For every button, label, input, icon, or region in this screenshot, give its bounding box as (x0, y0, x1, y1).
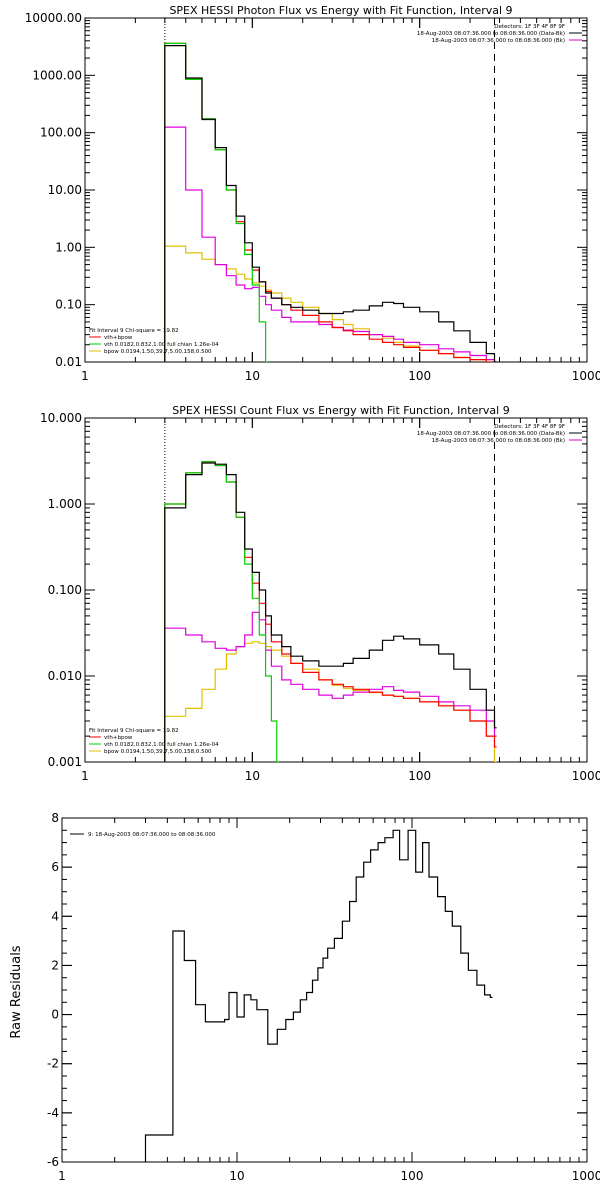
y-tick-label: 2 (51, 958, 59, 972)
residuals-panel: Raw Residuals 1 10 100 1000 -6 -4 -2 0 2 4 6 8 9: 18… (9, 811, 600, 1183)
y-tick-label: 100.00 (40, 126, 82, 140)
x-tick-label: 1000 (572, 769, 600, 783)
legend-bottom-left-text: bpow 0.0194,1.50,39.7,5.00,158,0.500 (104, 349, 212, 355)
legend-bottom-left-text: bpow 0.0194,1.50,39.7,5.00,158,0.500 (104, 749, 212, 755)
background-series-line (164, 611, 497, 762)
legend-top-left-text: 9: 18-Aug-2003 08:07:36.000 to 08:08:36.… (88, 832, 216, 838)
count-flux-title: SPEX HESSI Count Flux vs Energy with Fit… (172, 404, 509, 417)
data-series-line (164, 462, 497, 762)
plot-frame (84, 17, 588, 363)
y-tick-label: 10.000 (40, 411, 82, 425)
y-tick-label: -6 (47, 1155, 59, 1169)
x-tick-label: 10 (229, 1169, 244, 1183)
legend-bottom-left-text: vth 0.0182,0.832,1.00 full chian 1.26e-0… (104, 742, 219, 748)
y-tick-label: 1.000 (48, 497, 82, 511)
data-series-line (144, 829, 493, 1162)
plot-frame (84, 417, 588, 763)
legend-top-right-text: Detectors: 1F 3F 4F 8F 9F (494, 424, 565, 430)
y-tick-label: 10.00 (48, 183, 82, 197)
y-tick-label: 0.010 (48, 669, 82, 683)
y-tick-label: 1.00 (55, 240, 82, 254)
y-tick-label: 0.001 (48, 755, 82, 769)
x-tick-label: 10 (245, 769, 260, 783)
legend-top-right-text: 18-Aug-2003 08:07:36.000 to 08:08:36.000… (417, 31, 565, 37)
y-tick-label: 6 (51, 860, 59, 874)
legend-top-right-text: 18-Aug-2003 08:07:36.000 to 08:08:36.000… (432, 38, 565, 44)
y-tick-label: 8 (51, 811, 59, 825)
photon-flux-panel: SPEX HESSI Photon Flux vs Energy with Fi… (25, 4, 600, 383)
data-series-line (164, 45, 497, 362)
photon-flux-title: SPEX HESSI Photon Flux vs Energy with Fi… (169, 4, 512, 17)
vth-series-line (164, 42, 268, 362)
legend-top-right-text: 18-Aug-2003 08:07:36.000 to 08:08:36.000… (432, 438, 565, 444)
residuals-ylabel: Raw Residuals (9, 945, 24, 1038)
legend-bottom-left-text: vth+bpow (104, 335, 133, 341)
y-tick-label: 0 (51, 1008, 59, 1022)
y-tick-label: 1000.00 (32, 68, 82, 82)
total-series-line (164, 461, 497, 762)
y-tick-label: -4 (47, 1106, 59, 1120)
x-tick-label: 100 (408, 369, 431, 383)
y-tick-label: -2 (47, 1057, 59, 1071)
x-tick-label: 10 (245, 369, 260, 383)
legend-top-right-text: Detectors: 1F 3F 4F 8F 9F (494, 24, 565, 30)
legend-top-right-text: 18-Aug-2003 08:07:36.000 to 08:08:36.000… (417, 431, 565, 437)
x-tick-label: 1 (58, 1169, 66, 1183)
y-tick-label: 0.100 (48, 583, 82, 597)
plot-frame (61, 817, 588, 1163)
background-series-line (164, 126, 497, 362)
legend-bottom-left-text: vth+bpow (104, 735, 133, 741)
vth-series-line (164, 461, 279, 762)
y-tick-label: 4 (51, 909, 59, 923)
x-tick-label: 1000 (572, 369, 600, 383)
x-tick-label: 1 (81, 369, 89, 383)
y-tick-label: 0.10 (55, 298, 82, 312)
legend-bottom-left-text: vth 0.0182,0.832,1.00 full chian 1.26e-0… (104, 342, 219, 348)
legend-bottom-left-text: Fit Interval 9 Chi-square = 19.82 (89, 728, 179, 734)
x-tick-label: 1 (81, 769, 89, 783)
count-flux-panel: SPEX HESSI Count Flux vs Energy with Fit… (40, 404, 600, 783)
x-tick-label: 100 (408, 769, 431, 783)
y-tick-label: 10000.00 (25, 11, 82, 25)
total-series-line (164, 42, 497, 362)
legend-bottom-left-text: Fit Interval 9 Chi-square = 19.82 (89, 328, 179, 334)
x-tick-label: 1000 (572, 1169, 600, 1183)
y-tick-label: 0.01 (55, 355, 82, 369)
x-tick-label: 100 (401, 1169, 424, 1183)
